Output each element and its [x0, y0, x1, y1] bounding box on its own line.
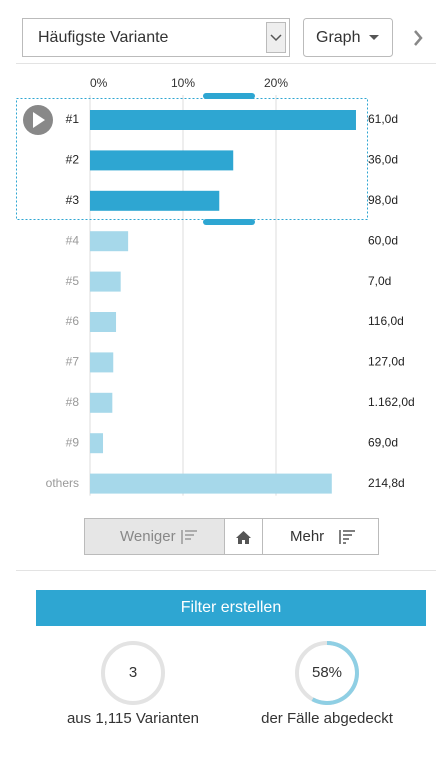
duration-label: 98,0d	[368, 193, 398, 207]
duration-label: 127,0d	[368, 355, 405, 369]
selection-handle-bottom[interactable]	[203, 219, 255, 225]
bar	[90, 110, 356, 130]
dropdown-label: Häufigste Variante	[38, 29, 169, 46]
less-icon	[181, 530, 197, 544]
bar	[90, 312, 117, 332]
filter-label: Filter erstellen	[181, 599, 281, 616]
chart: 0% 10% 20% #1 61,0d #2 36,0d #3 98,0d #4 60,0d #5 7,…	[46, 76, 415, 496]
more-label: Mehr	[290, 528, 324, 545]
category-label: #1	[66, 112, 80, 126]
duration-label: 1.162,0d	[368, 395, 415, 409]
bar	[90, 150, 234, 171]
more-icon	[339, 530, 355, 544]
coverage-caption: der Fälle abgedeckt	[261, 710, 394, 727]
duration-label: 36,0d	[368, 153, 398, 167]
duration-label: 116,0d	[368, 314, 404, 328]
x-tick-label: 20%	[264, 76, 288, 90]
graph-caret	[369, 35, 379, 40]
dropdown[interactable]	[22, 18, 290, 57]
category-label: #6	[66, 314, 80, 328]
play-icon	[33, 112, 45, 128]
category-label: #3	[66, 193, 80, 207]
category-label: #9	[66, 435, 80, 449]
less-label: Weniger	[120, 528, 176, 545]
bar	[90, 433, 104, 454]
category-label: others	[46, 476, 79, 490]
variants-ring	[101, 641, 165, 705]
bar	[90, 352, 114, 373]
variants-count: 3	[129, 664, 137, 681]
graph-button[interactable]	[303, 18, 393, 57]
category-label: #7	[66, 355, 80, 369]
bar	[90, 392, 113, 413]
more-button[interactable]	[262, 518, 379, 555]
bar	[90, 473, 332, 494]
dropdown-arrow	[270, 34, 282, 42]
selection-handle-top[interactable]	[203, 93, 255, 99]
duration-label: 60,0d	[368, 233, 398, 247]
coverage-ring	[311, 641, 359, 705]
category-label: #8	[66, 395, 80, 409]
x-tick-label: 10%	[171, 76, 195, 90]
bar	[90, 190, 220, 211]
category-label: #5	[66, 274, 80, 288]
filter-button[interactable]	[36, 590, 426, 626]
x-tick-label: 0%	[90, 76, 108, 90]
less-button[interactable]	[84, 518, 225, 555]
category-label: #2	[66, 153, 80, 167]
bar	[90, 271, 121, 292]
coverage-label: 58%	[312, 664, 342, 681]
duration-label: 214,8d	[368, 476, 405, 490]
graph-button-label: Graph	[316, 29, 360, 46]
category-label: #4	[66, 233, 80, 247]
duration-label: 61,0d	[368, 112, 398, 126]
duration-label: 7,0d	[368, 274, 391, 288]
variants-caption: aus 1,115 Varianten	[67, 710, 199, 727]
dropdown-arrow-box	[266, 22, 286, 53]
bar	[90, 231, 129, 252]
duration-label: 69,0d	[368, 435, 398, 449]
home-icon	[236, 531, 251, 544]
next-arrow[interactable]	[414, 30, 423, 46]
